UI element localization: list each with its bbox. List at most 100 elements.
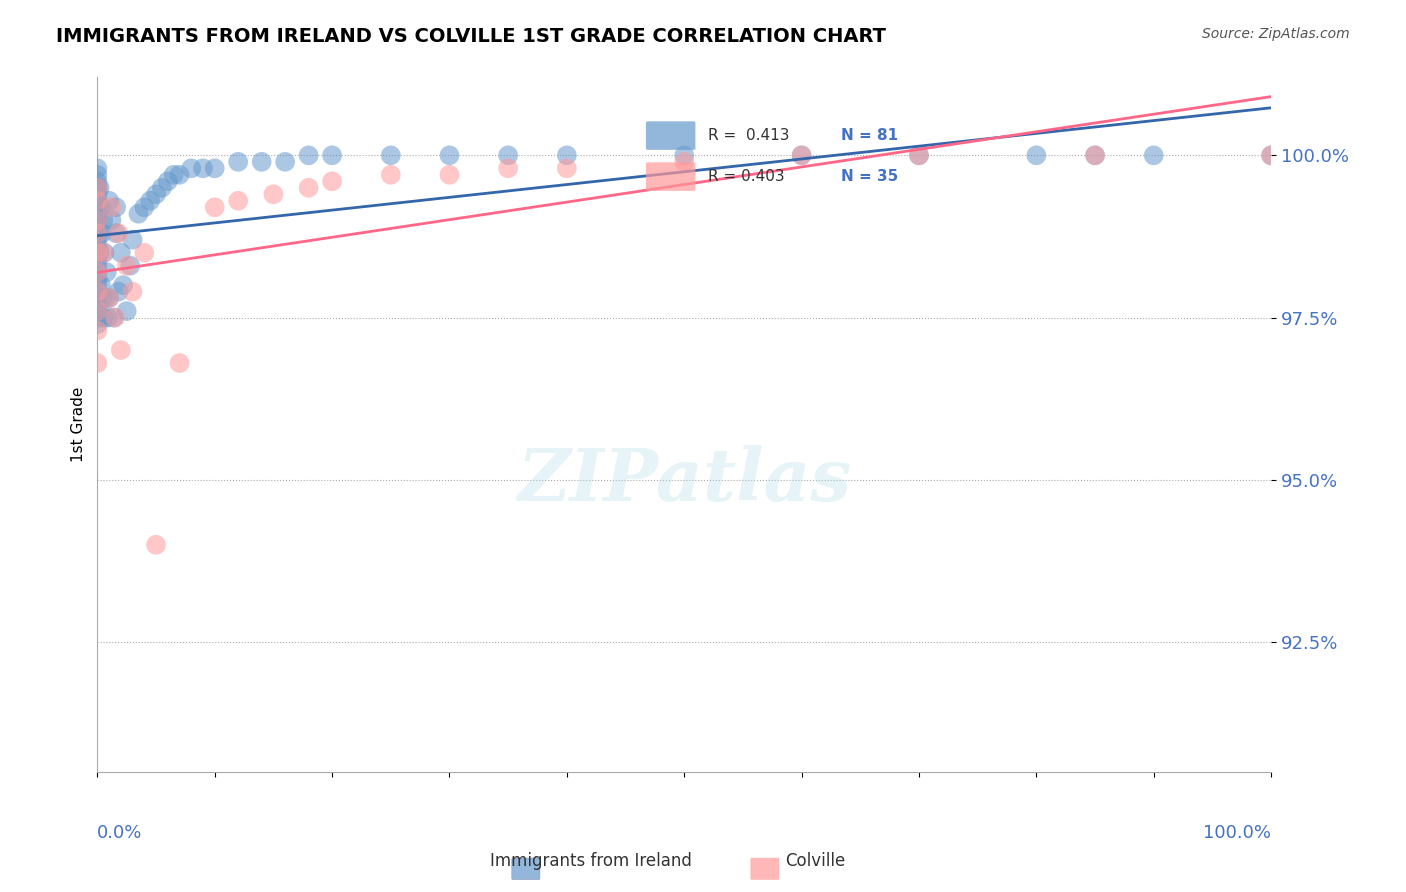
Point <box>262 187 284 202</box>
Point <box>86 356 108 370</box>
Point <box>86 194 108 208</box>
Point <box>86 245 108 260</box>
Point <box>204 161 226 176</box>
Point <box>86 219 108 234</box>
Point <box>110 245 132 260</box>
Point <box>169 168 191 182</box>
Point <box>321 148 343 162</box>
Point <box>226 154 249 169</box>
Point <box>86 200 108 214</box>
Point <box>180 161 202 176</box>
Y-axis label: 1st Grade: 1st Grade <box>72 387 86 462</box>
Point <box>96 265 118 279</box>
Point <box>115 259 138 273</box>
Point <box>86 278 108 293</box>
Point <box>134 245 156 260</box>
FancyBboxPatch shape <box>645 121 696 150</box>
Text: ZIPatlas: ZIPatlas <box>517 445 851 516</box>
Point <box>107 285 129 299</box>
Point <box>1260 148 1282 162</box>
FancyBboxPatch shape <box>645 162 696 191</box>
Point <box>91 213 114 227</box>
Point <box>112 278 135 293</box>
Point <box>86 226 108 240</box>
Point <box>86 245 108 260</box>
Point <box>169 356 191 370</box>
Point <box>86 181 108 195</box>
Point <box>908 148 931 162</box>
Text: R = 0.403: R = 0.403 <box>707 169 785 184</box>
Point <box>226 194 249 208</box>
Point <box>100 200 122 214</box>
Point <box>1025 148 1047 162</box>
Point <box>91 291 114 305</box>
Point <box>91 245 114 260</box>
Point <box>98 291 121 305</box>
Point <box>555 161 578 176</box>
Point <box>86 213 108 227</box>
Point <box>496 161 519 176</box>
Point <box>86 213 108 227</box>
Point <box>555 148 578 162</box>
Point <box>120 259 142 273</box>
Point <box>439 148 461 162</box>
Point <box>86 285 108 299</box>
Point <box>86 252 108 267</box>
Point <box>103 310 125 325</box>
Point <box>150 181 173 195</box>
Point <box>86 304 108 318</box>
Text: IMMIGRANTS FROM IRELAND VS COLVILLE 1ST GRADE CORRELATION CHART: IMMIGRANTS FROM IRELAND VS COLVILLE 1ST … <box>56 27 886 45</box>
Point <box>439 168 461 182</box>
Text: 100.0%: 100.0% <box>1204 824 1271 842</box>
Point <box>673 148 696 162</box>
Point <box>110 343 132 357</box>
Point <box>156 174 179 188</box>
Text: Colville: Colville <box>786 852 845 870</box>
Point <box>1084 148 1107 162</box>
Text: R =  0.413: R = 0.413 <box>707 128 789 143</box>
Point <box>90 200 112 214</box>
Text: N = 81: N = 81 <box>841 128 898 143</box>
Point <box>145 187 167 202</box>
Point <box>908 148 931 162</box>
Point <box>86 226 108 240</box>
Point <box>380 148 402 162</box>
Point <box>86 168 108 182</box>
Point <box>98 291 121 305</box>
Point <box>105 200 128 214</box>
Point <box>86 174 108 188</box>
Text: N = 35: N = 35 <box>841 169 898 184</box>
Point <box>91 310 114 325</box>
Point <box>204 200 226 214</box>
Point <box>115 304 138 318</box>
Point <box>298 181 321 195</box>
Point <box>86 298 108 312</box>
Point <box>86 181 108 195</box>
Point <box>134 200 156 214</box>
Point <box>91 226 114 240</box>
Point <box>191 161 214 176</box>
Point <box>105 226 128 240</box>
Text: Source: ZipAtlas.com: Source: ZipAtlas.com <box>1202 27 1350 41</box>
Point <box>94 291 117 305</box>
Point <box>139 194 162 208</box>
Point <box>496 148 519 162</box>
Point <box>86 285 108 299</box>
Point <box>93 245 115 260</box>
Point <box>100 213 122 227</box>
Point <box>298 148 321 162</box>
Point <box>1260 148 1282 162</box>
Point <box>121 233 143 247</box>
Point <box>86 324 108 338</box>
Point <box>86 265 108 279</box>
Point <box>89 245 111 260</box>
Point <box>121 285 143 299</box>
Point <box>163 168 186 182</box>
Point <box>86 291 108 305</box>
Point <box>86 317 108 331</box>
Point <box>86 271 108 285</box>
Point <box>86 304 108 318</box>
Text: Immigrants from Ireland: Immigrants from Ireland <box>489 852 692 870</box>
Point <box>86 161 108 176</box>
Point <box>86 200 108 214</box>
